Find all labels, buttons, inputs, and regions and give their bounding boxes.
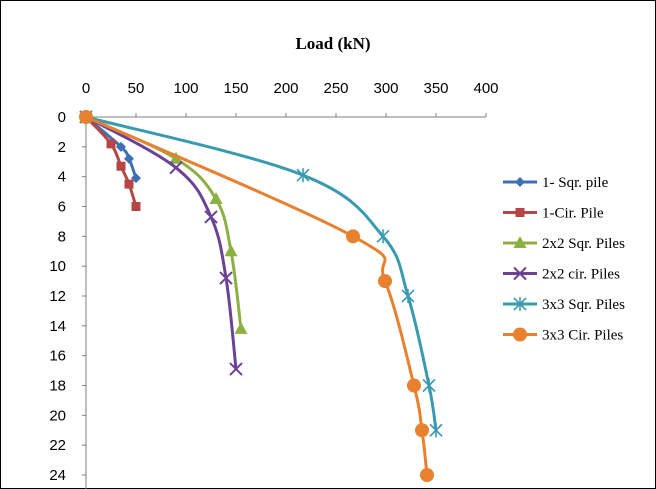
data-point xyxy=(131,202,141,211)
y-tick-label: 18 xyxy=(49,378,66,395)
legend-marker xyxy=(513,297,527,311)
data-point xyxy=(169,161,183,175)
data-point xyxy=(422,378,436,393)
series-6 xyxy=(79,110,434,482)
y-tick-label: 6 xyxy=(58,199,66,216)
legend-item: 1-Cir. Pile xyxy=(503,206,604,222)
series-3 xyxy=(79,110,248,334)
y-tick-label: 20 xyxy=(49,407,66,424)
data-point xyxy=(401,289,415,303)
data-point xyxy=(376,229,390,244)
legend-marker xyxy=(515,208,525,217)
data-point xyxy=(79,110,93,124)
y-tick-label: 16 xyxy=(49,348,66,365)
legend-label: 2x2 cir. Piles xyxy=(542,267,620,283)
data-point xyxy=(209,192,223,205)
chart-title: Load (kN) xyxy=(295,34,370,53)
y-tick-label: 2 xyxy=(58,139,66,156)
data-point xyxy=(378,274,392,289)
legend-item: 2x2 Sqr. Piles xyxy=(503,236,625,252)
data-point xyxy=(420,468,434,482)
x-tick-label: 250 xyxy=(323,80,348,97)
x-tick-label: 350 xyxy=(423,80,448,97)
legend-marker xyxy=(515,177,525,187)
y-tick-label: 24 xyxy=(49,467,66,484)
legend-item: 1- Sqr. pile xyxy=(503,175,609,191)
y-tick-label: 0 xyxy=(58,109,66,126)
data-point xyxy=(296,168,310,183)
series-5 xyxy=(79,110,443,438)
x-axis-ticks: 0 50 100 150 200 250 300 350 400 xyxy=(82,80,499,117)
y-tick-label: 22 xyxy=(49,437,66,454)
x-tick-label: 100 xyxy=(173,80,198,97)
legend-item: 3x3 Sqr. Piles xyxy=(503,297,625,313)
series-layer xyxy=(79,110,443,482)
data-point xyxy=(415,423,429,438)
data-point xyxy=(124,153,134,164)
data-point xyxy=(229,362,243,376)
y-tick-label: 10 xyxy=(49,258,66,275)
legend-marker xyxy=(513,327,527,342)
x-tick-label: 0 xyxy=(82,80,90,97)
data-point xyxy=(116,161,126,171)
legend-label: 2x2 Sqr. Piles xyxy=(542,236,625,252)
legend-item: 3x3 Cir. Piles xyxy=(503,327,623,344)
data-point xyxy=(204,210,218,224)
y-tick-label: 8 xyxy=(58,228,66,245)
legend-marker xyxy=(513,236,527,248)
legend-label: 3x3 Cir. Piles xyxy=(542,328,623,344)
data-point xyxy=(124,179,134,189)
data-point xyxy=(106,139,116,149)
data-point xyxy=(224,244,238,257)
data-point xyxy=(219,271,233,285)
x-tick-label: 400 xyxy=(473,80,498,97)
legend-label: 1-Cir. Pile xyxy=(542,206,604,222)
data-point xyxy=(429,423,443,438)
legend: 1- Sqr. pile 1-Cir. Pile 2x2 Sqr. Piles 2x2… xyxy=(503,175,625,344)
x-tick-label: 300 xyxy=(373,80,398,97)
y-tick-label: 14 xyxy=(49,318,66,335)
y-tick-label: 4 xyxy=(58,169,66,186)
data-point xyxy=(116,141,126,152)
data-point xyxy=(169,151,183,164)
data-point xyxy=(234,321,248,334)
x-tick-label: 50 xyxy=(128,80,145,97)
x-tick-label: 200 xyxy=(273,80,298,97)
x-tick-label: 150 xyxy=(223,80,248,97)
series-line xyxy=(84,115,238,371)
data-point xyxy=(407,378,421,393)
series-line xyxy=(84,115,138,180)
y-tick-label: 12 xyxy=(49,288,66,305)
legend-label: 1- Sqr. pile xyxy=(542,175,609,191)
legend-item: 2x2 cir. Piles xyxy=(503,267,620,283)
legend-label: 3x3 Sqr. Piles xyxy=(542,297,625,313)
legend-marker xyxy=(513,266,527,281)
data-point xyxy=(346,229,360,244)
series-line xyxy=(84,115,429,477)
